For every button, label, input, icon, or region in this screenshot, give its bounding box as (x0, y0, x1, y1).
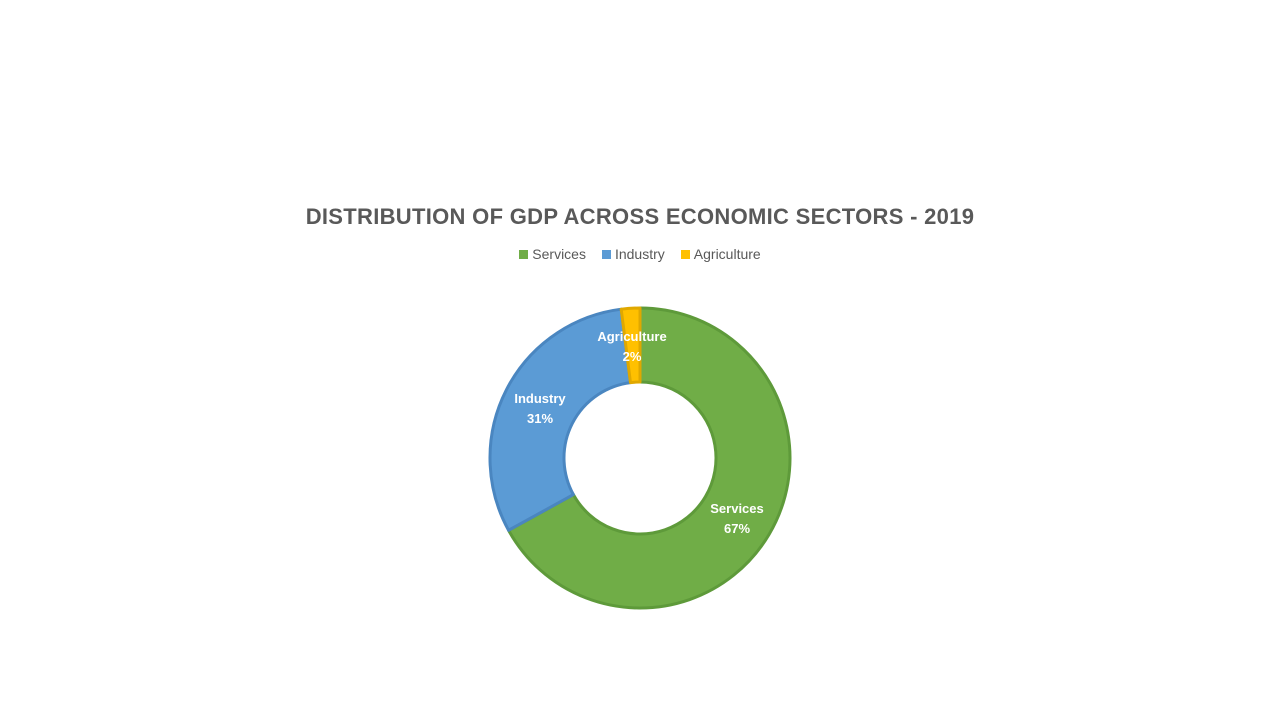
data-label-category-services: Services (710, 501, 764, 516)
data-label-category-industry: Industry (514, 391, 566, 406)
legend-label-services: Services (532, 246, 586, 262)
legend-label-industry: Industry (614, 246, 665, 262)
slice-industry (488, 307, 632, 532)
legend-swatch-services (519, 249, 529, 259)
data-label-agriculture: Agriculture 2% (597, 329, 666, 364)
slice-agriculture (619, 306, 642, 385)
legend-swatch-agriculture (680, 249, 690, 259)
data-label-industry: Industry 31% (514, 391, 566, 426)
chart-title: DISTRIBUTION OF GDP ACROSS ECONOMIC SECT… (305, 204, 975, 229)
data-label-category-agriculture: Agriculture (597, 329, 666, 344)
legend-label-agriculture: Agriculture (693, 246, 761, 262)
data-label-value-agriculture: 2% (623, 349, 642, 364)
legend: Services Industry Agriculture (0, 246, 1280, 262)
data-label-value-services: 67% (724, 521, 750, 536)
legend-entry-industry: Industry (601, 246, 665, 262)
data-label-value-industry: 31% (527, 411, 553, 426)
data-label-services: Services 67% (710, 501, 764, 536)
legend-swatch-industry (601, 249, 611, 259)
legend-entry-agriculture: Agriculture (680, 246, 761, 262)
legend-entry-services: Services (519, 246, 586, 262)
slice-services (507, 306, 792, 610)
